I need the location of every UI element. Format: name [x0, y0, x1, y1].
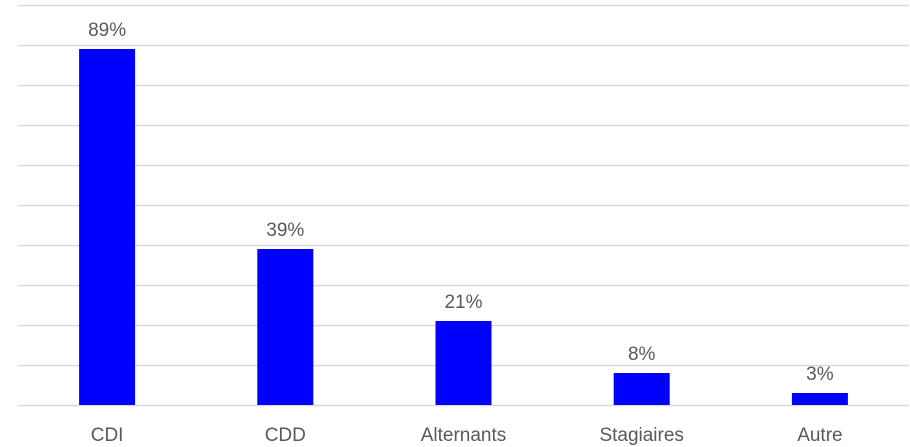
gridlines — [18, 4, 909, 407]
x-tick-label-alternants: Alternants — [421, 425, 507, 446]
data-label-alternants: 21% — [444, 292, 482, 313]
bar-cdd — [257, 249, 314, 405]
data-label-cdd: 39% — [266, 220, 304, 241]
data-label-cdi: 89% — [88, 20, 126, 41]
data-label-autre: 3% — [806, 364, 834, 385]
x-tick-label-autre: Autre — [797, 425, 842, 446]
x-axis-tick-labels: CDI CDD Alternants Stagiaires Autre — [91, 425, 843, 446]
bar-alternants — [435, 321, 492, 405]
bar-cdi — [79, 49, 136, 405]
data-labels: 89% 39% 21% 8% 3% — [88, 20, 834, 385]
bar-autre — [791, 393, 848, 405]
x-tick-label-cdi: CDI — [91, 425, 124, 446]
x-tick-label-stagiaires: Stagiaires — [599, 425, 684, 446]
x-tick-label-cdd: CDD — [265, 425, 306, 446]
bars — [79, 49, 848, 405]
bar-stagiaires — [613, 373, 670, 405]
data-label-stagiaires: 8% — [628, 344, 656, 365]
